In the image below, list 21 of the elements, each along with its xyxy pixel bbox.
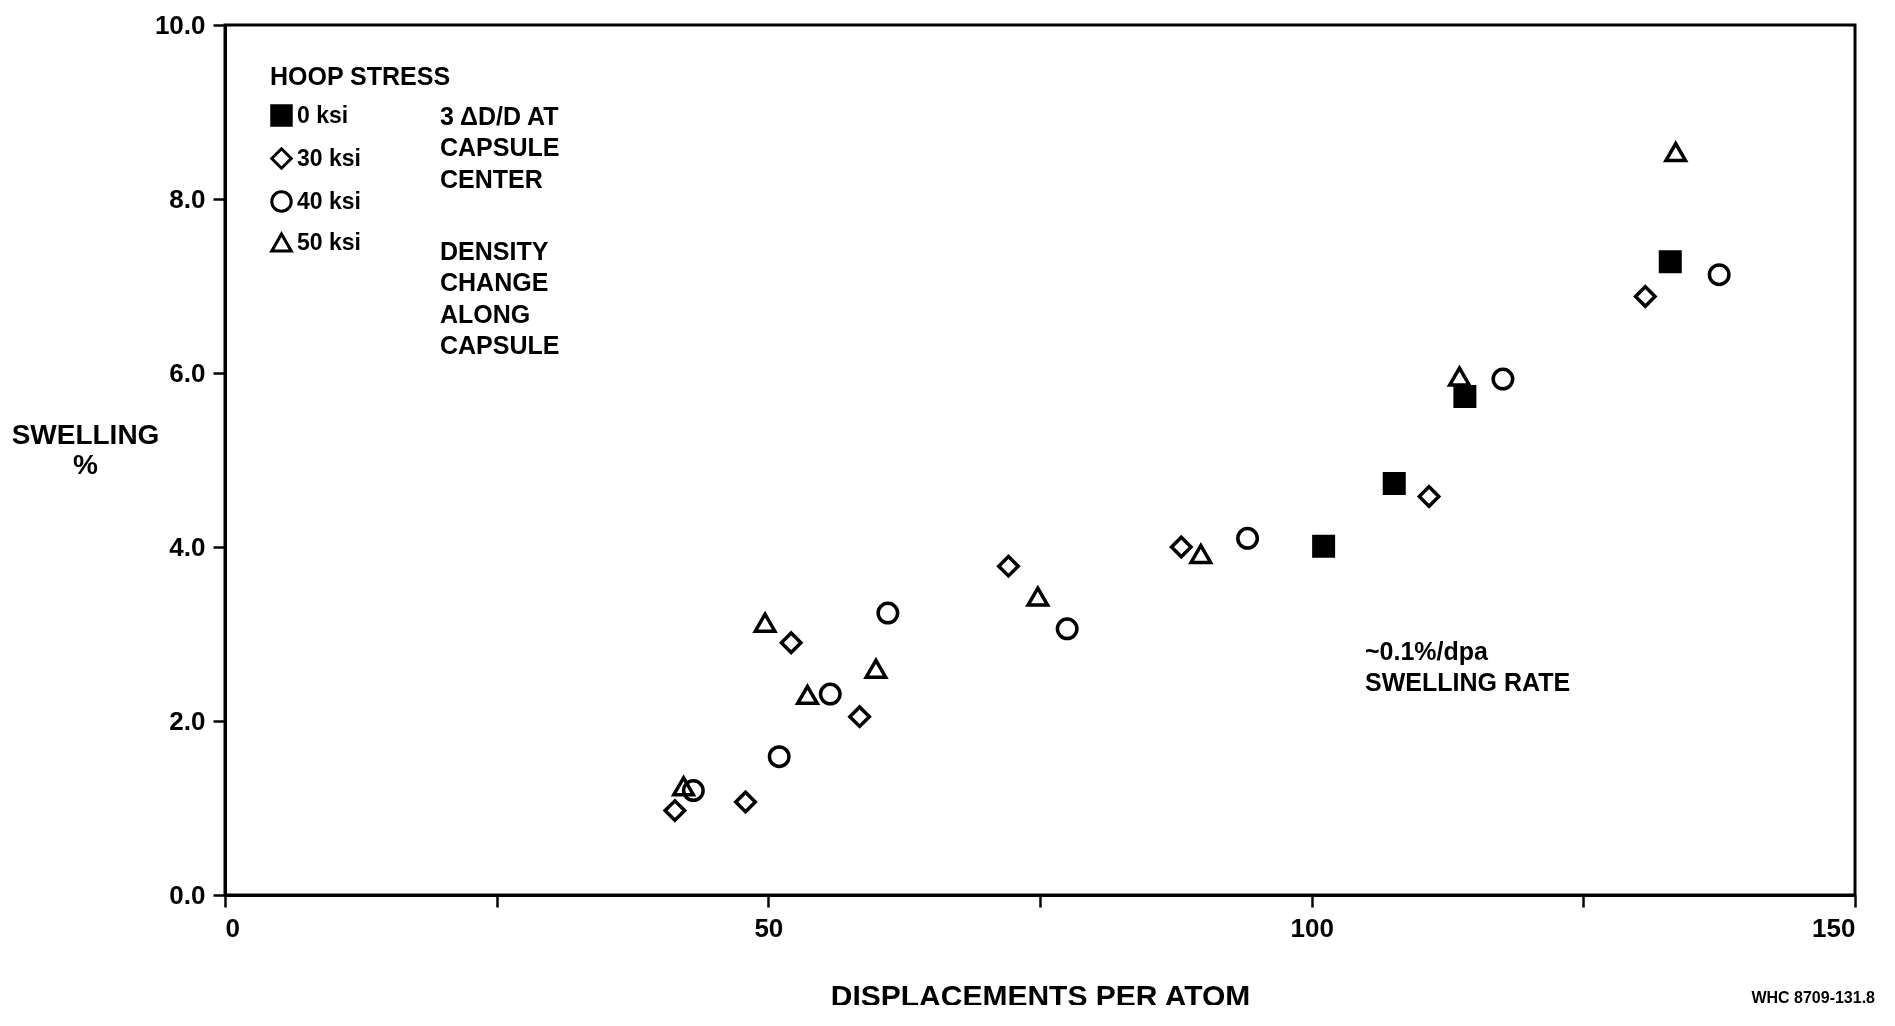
text: WHC 8709-131.8 (1751, 989, 1876, 1006)
x-tick-label: 0 (225, 912, 240, 943)
annotation: 3 ΔD/D AT CAPSULE CENTER (440, 102, 560, 193)
x-axis-title: DISPLACEMENTS PER ATOM (830, 978, 1251, 1012)
legend-label: 0 ksi (297, 101, 349, 128)
annotation: ~0.1%/dpa SWELLING RATE (1365, 637, 1571, 697)
y-tick-label: 4.0 (169, 531, 206, 562)
legend-label: 50 ksi (297, 228, 361, 255)
y-tick-label: 0.0 (169, 879, 206, 910)
x-tick-label: 50 (754, 912, 784, 943)
legend-label: 30 ksi (297, 144, 361, 171)
legend-title: HOOP STRESS (270, 62, 451, 90)
legend-label: 40 ksi (297, 187, 361, 214)
x-tick-label: 150 (1812, 912, 1856, 943)
y-tick-label: 8.0 (169, 183, 206, 214)
x-tick-label: 100 (1290, 912, 1334, 943)
y-axis-title: SWELLING % (11, 418, 160, 480)
y-tick-label: 6.0 (169, 357, 206, 388)
y-tick-label: 10.0 (154, 9, 206, 40)
annotation: DENSITY CHANGE ALONG CAPSULE (440, 237, 560, 359)
y-tick-label: 2.0 (169, 705, 206, 736)
